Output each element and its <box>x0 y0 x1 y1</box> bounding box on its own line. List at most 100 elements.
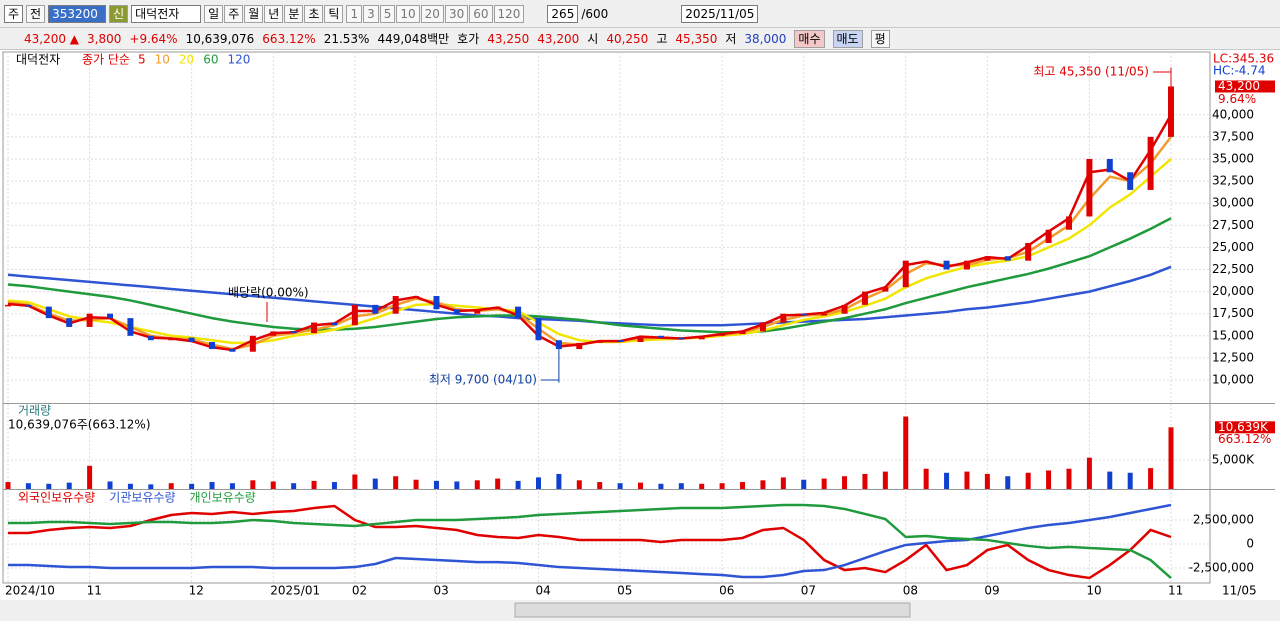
low: 38,000 <box>744 31 787 46</box>
volume-bar <box>719 483 725 489</box>
info-bar: 43,200 ▲ 3,800 +9.64% 10,639,076 663.12%… <box>0 28 1280 50</box>
holding-line <box>8 503 1172 579</box>
last-price: 43,200 <box>1218 79 1260 93</box>
candle <box>759 322 766 332</box>
volume-bar <box>495 478 501 489</box>
x-end-label: 11/05 <box>1222 584 1257 598</box>
legend-item: 개인보유수량 <box>190 491 256 505</box>
candle <box>45 306 52 319</box>
last-volume-rate: 663.12% <box>1218 432 1271 446</box>
candle <box>657 335 664 338</box>
legend-item: 기관보유수량 <box>109 491 175 505</box>
count[interactable]: 265 <box>547 4 579 23</box>
period-button[interactable]: 틱 <box>324 4 344 23</box>
candle <box>902 260 909 288</box>
volume-rate: 663.12% <box>262 31 316 46</box>
candle <box>923 260 930 263</box>
scroll-thumb[interactable] <box>514 602 911 618</box>
balance[interactable]: 평 <box>870 29 890 48</box>
y-tick-label: 12,500 <box>1212 350 1254 364</box>
candle <box>188 337 195 342</box>
volume-bar <box>352 474 358 489</box>
sell[interactable]: 매도 <box>832 29 863 48</box>
y-tick-label: 32,500 <box>1212 174 1254 188</box>
candle <box>719 334 726 336</box>
candle <box>637 335 644 342</box>
volume-bar <box>148 484 154 489</box>
volume-bar <box>678 483 684 489</box>
legend-item: 120 <box>227 53 250 67</box>
prev[interactable]: 전 <box>26 4 46 23</box>
legend-item: 20 <box>179 53 194 67</box>
interval-button[interactable]: 30 <box>444 4 469 23</box>
volume-bar <box>638 482 644 489</box>
prefix[interactable]: 주 <box>4 4 24 23</box>
volume-bar <box>331 482 337 489</box>
candle <box>882 287 889 292</box>
candle <box>555 340 562 350</box>
candle <box>1065 216 1072 230</box>
candle <box>5 304 11 307</box>
period-button[interactable]: 주 <box>224 4 244 23</box>
open: 40,250 <box>606 31 649 46</box>
volume-bar <box>1168 427 1174 489</box>
period-button[interactable]: 일 <box>204 4 224 23</box>
volume-bar <box>433 480 439 489</box>
volume-bar <box>1086 457 1092 489</box>
date[interactable]: 2025/11/05 <box>681 4 759 23</box>
candle <box>249 335 256 352</box>
interval-button[interactable]: 5 <box>379 4 396 23</box>
stock-name[interactable]: 대덕전자 <box>131 4 202 23</box>
volume-bar <box>1025 472 1031 489</box>
volume-bar <box>1107 471 1113 489</box>
candle <box>1106 158 1113 173</box>
volume: 10,639,076 <box>185 31 255 46</box>
candle <box>1168 86 1174 137</box>
period-button[interactable]: 월 <box>244 4 264 23</box>
y-tick-label: 0 <box>1246 537 1254 551</box>
candle <box>841 304 848 314</box>
y-tick-label: 20,000 <box>1212 284 1254 298</box>
holding-line <box>8 504 1172 580</box>
last-volume: 10,639K <box>1218 420 1269 434</box>
interval-button[interactable]: 20 <box>420 4 444 23</box>
volume-bar <box>5 482 11 489</box>
volume-bar <box>250 480 256 489</box>
candle <box>596 340 603 343</box>
high: 45,350 <box>675 31 718 46</box>
total: /600 <box>581 6 609 21</box>
volume-bar <box>474 480 480 489</box>
legend-item: 60 <box>203 53 218 67</box>
period-button[interactable]: 년 <box>264 4 284 23</box>
candle <box>147 335 154 341</box>
interval-button[interactable]: 3 <box>363 4 379 23</box>
volume-bar <box>576 480 582 489</box>
holding-line <box>8 503 1172 579</box>
moving-average <box>7 114 1173 352</box>
amount: 449,048백만 <box>377 32 450 46</box>
volume-bar <box>393 476 399 489</box>
candle <box>474 309 481 314</box>
interval-button[interactable]: 10 <box>396 4 420 23</box>
interval-button[interactable]: 1 <box>346 4 363 23</box>
candle <box>66 318 73 327</box>
y-tick-label: 22,500 <box>1212 262 1254 276</box>
candle <box>1045 229 1052 243</box>
candle <box>1086 158 1093 217</box>
interval-button[interactable]: 60 <box>469 4 493 23</box>
code[interactable]: 353200 <box>48 4 107 23</box>
volume-bar <box>862 473 868 489</box>
interval-button[interactable]: 120 <box>493 4 525 23</box>
period-button[interactable]: 분 <box>284 4 304 23</box>
volume-bar <box>535 477 541 489</box>
candle <box>739 331 746 335</box>
x-tick-label: 02 <box>352 584 367 598</box>
buy[interactable]: 매수 <box>794 29 825 48</box>
period-button[interactable]: 초 <box>304 4 324 23</box>
volume-bar <box>209 482 215 489</box>
candle <box>229 349 236 352</box>
candle <box>1127 172 1134 190</box>
price: 43,200 ▲ <box>24 31 80 46</box>
candle <box>984 256 991 261</box>
